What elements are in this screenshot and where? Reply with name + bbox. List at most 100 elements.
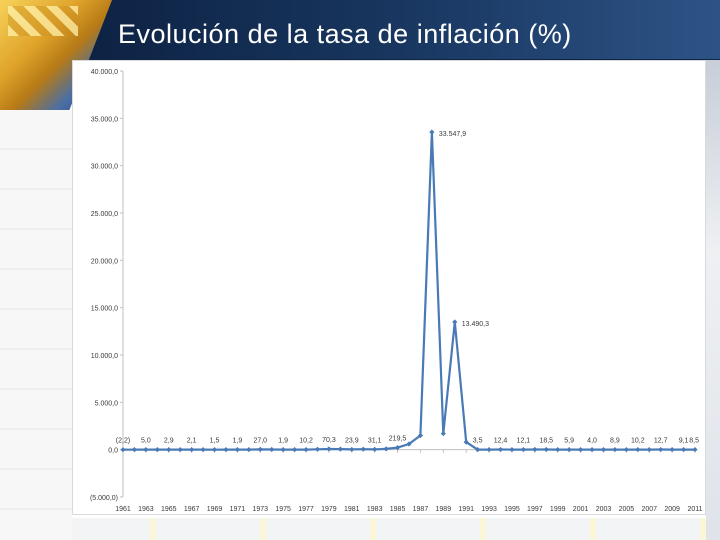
data-label: 5,9 [564, 438, 574, 445]
series-line [122, 130, 695, 451]
data-label: 8,5 [689, 438, 699, 445]
data-point [406, 441, 412, 447]
data-point [269, 446, 275, 453]
x-tick-label: 1965 [161, 506, 177, 513]
data-point [166, 447, 172, 453]
data-point [154, 447, 160, 453]
data-point [578, 447, 584, 453]
x-tick-label: 1987 [413, 506, 429, 513]
slide-title: Evolución de la tasa de inflación (%) [118, 19, 572, 49]
x-tick-label: 1971 [230, 506, 246, 513]
data-point [543, 446, 549, 453]
y-tick-label: 25.000,0 [91, 211, 118, 218]
footer-decoration [72, 518, 706, 540]
data-point [452, 319, 458, 325]
y-tick-label: 35.000,0 [91, 116, 118, 123]
data-point [234, 447, 240, 453]
data-point [509, 446, 515, 453]
x-tick-label: 1973 [252, 506, 268, 513]
data-point [429, 129, 435, 135]
data-label: 33.547,9 [439, 131, 466, 138]
data-label: 9,1 [679, 438, 689, 445]
data-point [383, 446, 389, 452]
data-point [692, 446, 698, 453]
data-point [497, 446, 504, 453]
y-tick-label: 10.000,0 [91, 353, 118, 360]
data-label: (2,2) [116, 438, 130, 445]
data-label: 219,5 [389, 436, 407, 443]
data-point [566, 447, 572, 453]
data-point [131, 447, 138, 453]
data-point [520, 446, 526, 453]
data-point [555, 446, 561, 453]
data-label: 2,9 [164, 438, 174, 445]
data-point [440, 430, 446, 437]
data-point [280, 447, 286, 453]
data-label: 3,5 [473, 438, 483, 445]
data-point [589, 447, 595, 453]
data-point [680, 446, 687, 453]
data-point [120, 447, 126, 453]
data-point [314, 446, 321, 452]
data-point [669, 446, 675, 453]
x-tick-label: 1983 [367, 506, 383, 513]
x-tick-label: 1981 [344, 506, 360, 513]
y-tick-label: (5.000,0) [90, 495, 118, 502]
data-label: 8,9 [610, 438, 620, 445]
data-label: 1,9 [233, 438, 243, 445]
x-tick-label: 1977 [298, 506, 314, 513]
data-point [394, 444, 401, 451]
y-tick-label: 0,0 [108, 448, 118, 455]
data-point [646, 446, 652, 453]
data-point [292, 447, 298, 453]
x-tick-label: 1975 [275, 506, 291, 513]
y-tick-label: 5.000,0 [95, 400, 118, 407]
y-tick-label: 15.000,0 [91, 306, 118, 313]
x-tick-label: 1991 [458, 506, 474, 513]
data-point [417, 432, 424, 439]
data-point [532, 446, 538, 453]
data-label: 10,2 [631, 438, 645, 445]
data-label: 27,0 [253, 437, 267, 444]
data-point [463, 439, 469, 445]
data-label: 12,1 [517, 438, 531, 445]
data-label: 18,5 [539, 437, 553, 444]
x-tick-label: 1985 [390, 506, 406, 513]
data-label: 70,3 [322, 437, 336, 444]
data-label: 12,7 [654, 438, 668, 445]
data-label: 1,9 [278, 438, 288, 445]
data-point [623, 446, 629, 453]
data-point [211, 447, 218, 453]
x-tick-label: 1967 [184, 506, 200, 513]
data-label: 23,9 [345, 437, 359, 444]
y-tick-label: 20.000,0 [91, 258, 118, 265]
x-tick-label: 1995 [504, 506, 520, 513]
x-tick-label: 2007 [641, 506, 657, 513]
x-tick-label: 2005 [619, 506, 635, 513]
data-point [372, 446, 378, 452]
x-tick-label: 1963 [138, 506, 154, 513]
x-tick-label: 1999 [550, 506, 566, 513]
data-point [600, 447, 607, 453]
data-label: 2,1 [187, 438, 197, 445]
chart-svg: 40.000,0 35.000,0 30.000,0 25.000,0 20.000,0… [90, 69, 703, 513]
data-point [635, 446, 641, 453]
data-point [177, 447, 183, 453]
x-tick-label: 2009 [664, 506, 680, 513]
data-point [360, 446, 366, 452]
data-point [257, 446, 263, 453]
x-tick-label: 1961 [115, 506, 131, 513]
y-tick-label: 40.000,0 [91, 69, 118, 76]
data-point [337, 446, 343, 452]
data-point [143, 447, 149, 453]
data-point [189, 447, 195, 453]
x-tick-label: 1997 [527, 506, 543, 513]
right-decoration [706, 60, 720, 540]
data-label: 31,1 [368, 437, 382, 444]
data-label: 10,2 [299, 438, 313, 445]
data-point [303, 446, 309, 453]
data-point [658, 446, 664, 453]
data-label: 4,0 [587, 438, 597, 445]
data-point [223, 447, 229, 453]
x-tick-label: 1979 [321, 506, 337, 513]
